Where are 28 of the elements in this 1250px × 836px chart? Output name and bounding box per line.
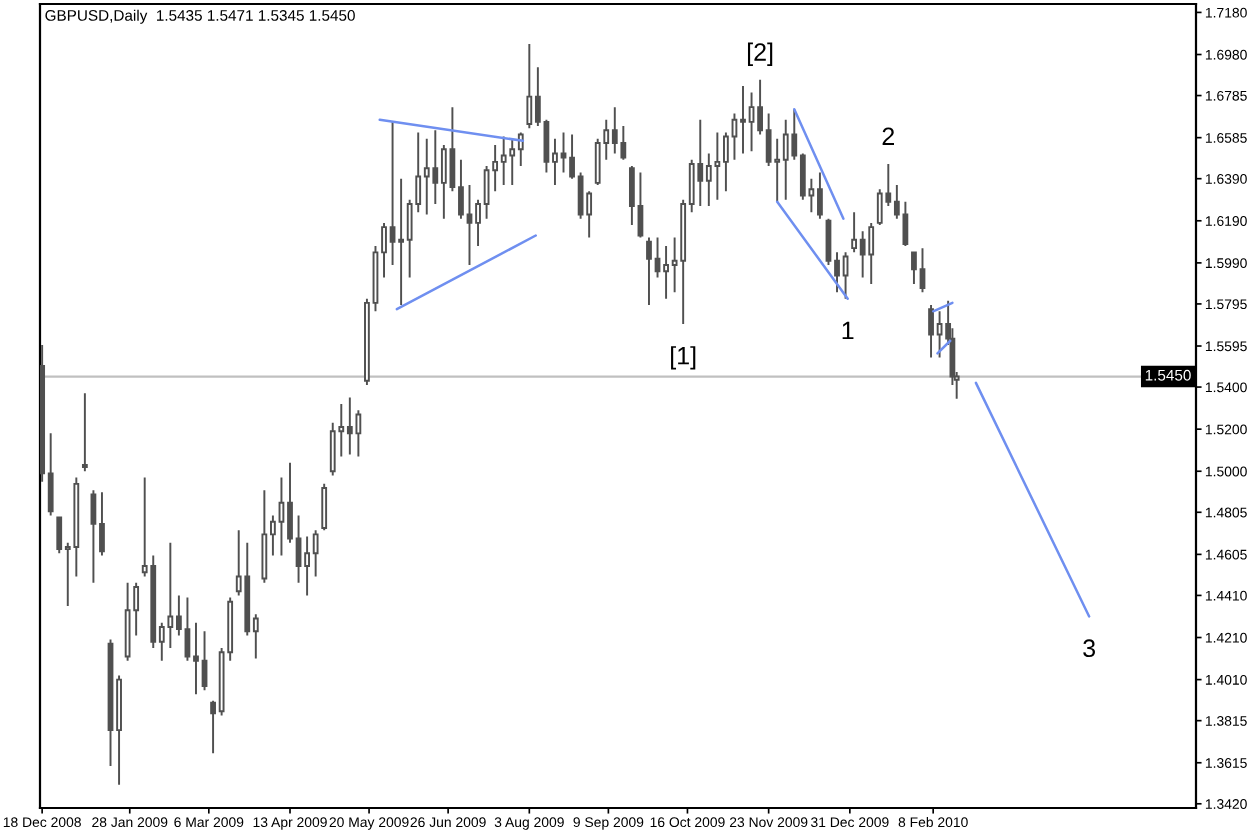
candlestick [697, 118, 704, 208]
candlestick [868, 221, 875, 285]
annotation: 3 [1083, 639, 1096, 658]
candlestick [637, 171, 644, 239]
candlestick [611, 106, 618, 155]
annotation: [1] [671, 346, 696, 370]
candlestick [201, 630, 208, 692]
annotation: [2] [747, 42, 773, 66]
candlestick [500, 135, 507, 186]
candlestick [782, 118, 789, 201]
annotation: 1 [842, 321, 854, 339]
candlestick [124, 581, 131, 662]
candlestick [919, 247, 926, 294]
candlestick [646, 236, 652, 306]
candlestick [90, 489, 97, 584]
candlestick [81, 392, 88, 473]
candlestick [928, 304, 934, 359]
annotation: 2 [882, 127, 894, 145]
candlestick [911, 251, 917, 285]
candlestick [423, 137, 430, 216]
candlestick [526, 43, 533, 130]
candlestick [321, 482, 328, 532]
candlestick [261, 489, 268, 584]
candlestick [842, 251, 849, 300]
candlestick [509, 137, 516, 186]
candlestick [714, 131, 721, 201]
candlestick [740, 85, 746, 155]
candlestick [346, 396, 353, 456]
